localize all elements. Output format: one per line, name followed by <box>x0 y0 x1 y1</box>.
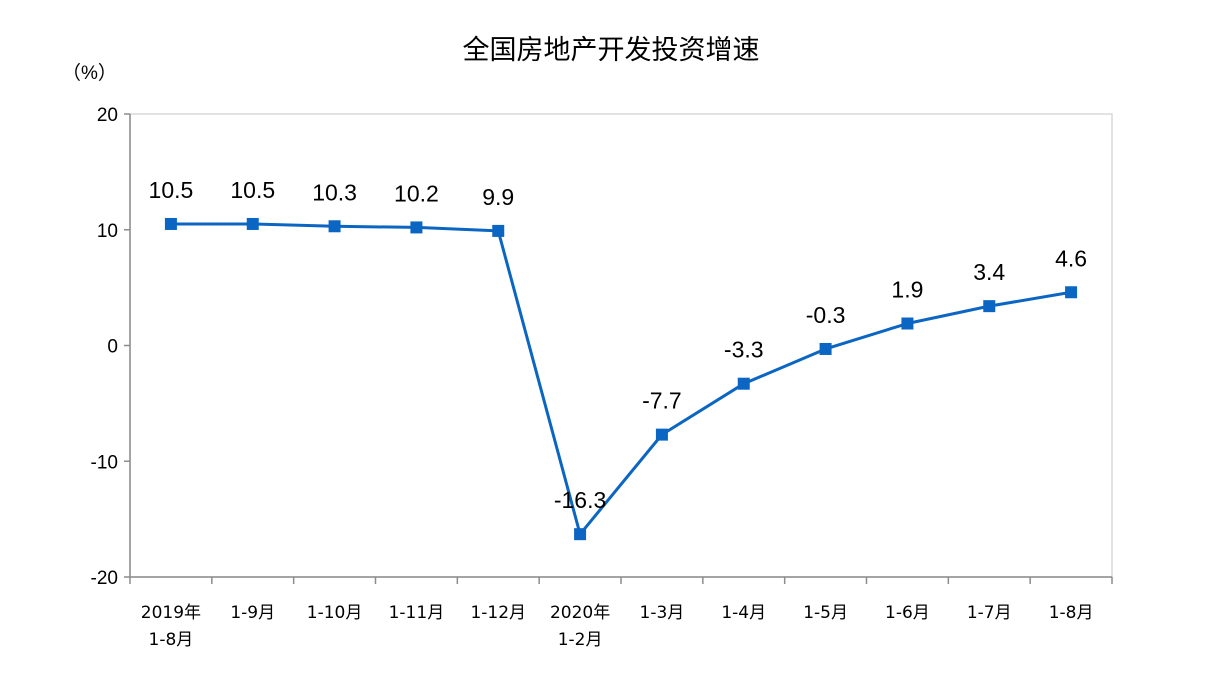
data-label: -3.3 <box>724 337 764 363</box>
data-point <box>819 342 832 355</box>
x-tick-label: 1-10月 <box>307 603 363 623</box>
x-tick-label: 1-6月 <box>885 603 930 623</box>
data-label: -7.7 <box>642 388 682 414</box>
series-group <box>164 217 1078 541</box>
data-point <box>574 528 587 541</box>
y-tick-label: 20 <box>97 105 118 126</box>
x-tick-label: 1-8月 <box>1049 603 1094 623</box>
data-labels: 10.5 10.5 10.3 10.2 9.9 -16.3 -7.7 -3.3 -0.3 1.9 3… <box>149 177 1088 513</box>
data-point <box>737 377 750 390</box>
x-tick-label: 1-4月 <box>721 603 766 623</box>
data-point <box>410 221 423 234</box>
data-label: 10.5 <box>230 177 275 203</box>
x-tick-label: 1-7月 <box>967 603 1012 623</box>
data-point <box>655 428 668 441</box>
x-tick-label: 1-9月 <box>230 603 275 623</box>
plot-frame <box>129 113 1113 578</box>
data-label: -0.3 <box>806 302 846 328</box>
data-point <box>901 317 914 330</box>
x-axis: 2019年 1-8月 1-9月 1-10月 1-11月 1-12月 2020年 1-2月 1-3… <box>129 576 1113 650</box>
data-point <box>492 224 505 237</box>
data-label: 10.5 <box>149 177 194 203</box>
data-label: 10.2 <box>394 180 439 206</box>
x-tick-label: 1-3月 <box>640 603 685 623</box>
data-label: 4.6 <box>1055 245 1087 271</box>
data-label: -16.3 <box>554 487 606 513</box>
data-point <box>983 300 996 313</box>
data-label: 9.9 <box>482 184 514 210</box>
data-point <box>164 217 177 230</box>
y-tick-label: -20 <box>91 568 118 589</box>
x-tick-label: 2020年 1-2月 <box>550 603 610 650</box>
x-tick-label: 1-5月 <box>803 603 848 623</box>
y-tick-label: 0 <box>107 337 118 358</box>
data-point <box>246 217 259 230</box>
data-label: 3.4 <box>973 259 1005 285</box>
chart-title: 全国房地产开发投资增速 <box>462 35 760 66</box>
series-line <box>170 222 1072 536</box>
y-tick-label: 10 <box>97 221 118 242</box>
data-label: 10.3 <box>312 179 357 205</box>
data-label: 1.9 <box>891 277 923 303</box>
y-tick-label: -10 <box>91 452 118 473</box>
x-tick-label: 2019年 1-8月 <box>141 603 201 650</box>
data-point <box>1065 286 1078 299</box>
y-axis: 20 10 0 -10 -20 <box>91 105 131 589</box>
x-tick-label: 1-12月 <box>470 603 526 623</box>
x-tick-label: 1-11月 <box>389 603 445 623</box>
y-axis-label: （%） <box>62 62 117 84</box>
data-point <box>328 220 341 233</box>
